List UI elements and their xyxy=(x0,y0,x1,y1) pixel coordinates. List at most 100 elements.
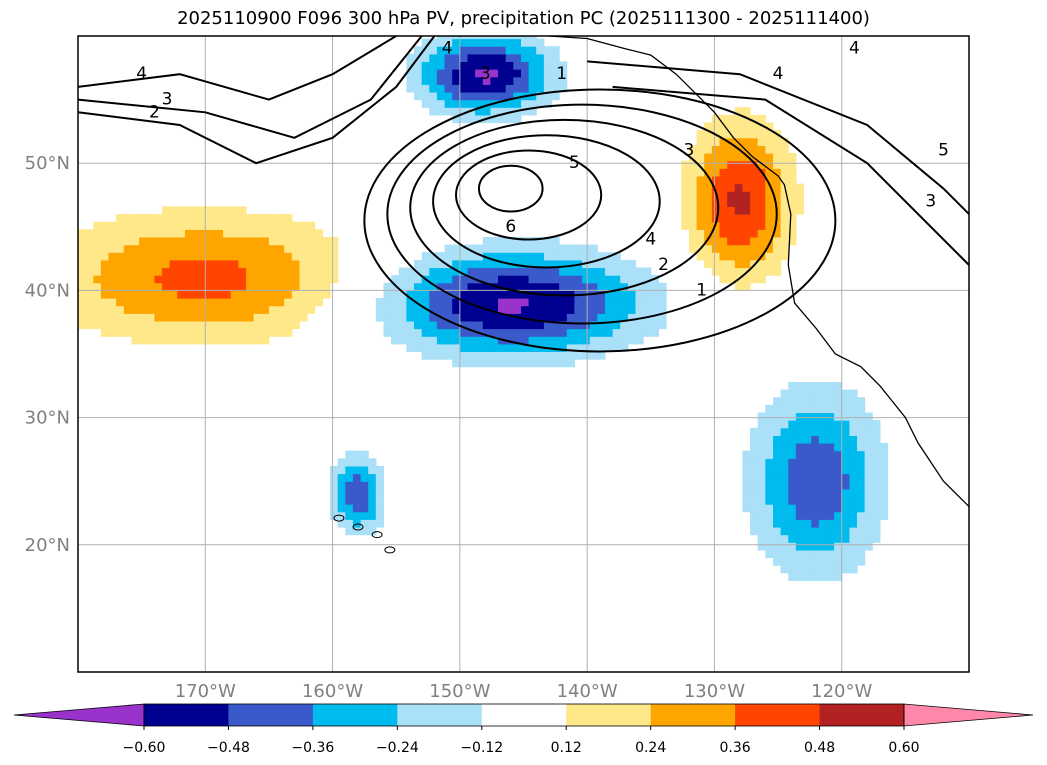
pc-cell xyxy=(574,275,583,284)
pc-cell xyxy=(398,282,407,291)
pc-cell xyxy=(780,252,789,261)
pc-cell xyxy=(795,527,805,536)
pc-cell xyxy=(223,336,232,345)
pc-cell xyxy=(589,351,598,360)
pc-cell xyxy=(268,214,278,223)
pc-cell xyxy=(223,221,232,230)
pc-cell xyxy=(253,320,262,330)
pc-cell xyxy=(200,237,209,246)
pc-cell xyxy=(719,267,728,276)
pc-cell xyxy=(184,336,194,345)
pc-cell xyxy=(559,320,568,330)
pc-cell xyxy=(444,336,453,345)
pc-cell xyxy=(184,328,194,337)
pc-cell xyxy=(268,328,278,337)
pc-cell xyxy=(612,252,621,261)
pc-cell xyxy=(711,145,721,154)
pc-cell xyxy=(795,450,805,459)
pc-cell xyxy=(490,267,499,276)
pc-cell xyxy=(803,565,812,574)
pc-cell xyxy=(184,290,194,299)
pc-cell xyxy=(543,351,553,360)
pc-cell xyxy=(635,313,644,322)
pc-cell xyxy=(711,237,721,246)
pc-cell xyxy=(513,237,522,246)
pc-cell xyxy=(841,473,850,482)
pc-cell xyxy=(452,107,461,116)
pc-cell xyxy=(146,275,155,284)
pc-cell xyxy=(475,252,484,261)
pc-cell xyxy=(536,237,545,246)
pc-cell xyxy=(605,282,614,291)
pc-cell xyxy=(750,473,759,482)
pc-cell xyxy=(528,252,537,261)
pc-cell xyxy=(543,237,553,246)
pv-contour-line xyxy=(77,35,397,101)
pc-cell xyxy=(246,244,255,253)
pc-cell xyxy=(864,450,873,459)
pc-cell xyxy=(261,320,270,330)
pc-cell xyxy=(192,229,201,238)
pc-cell xyxy=(849,458,858,467)
pc-cell xyxy=(93,244,102,253)
pc-cell xyxy=(834,481,843,490)
pc-cell xyxy=(421,328,430,337)
pc-cell xyxy=(215,320,224,330)
pc-cell xyxy=(429,313,438,322)
pc-cell xyxy=(498,298,507,307)
pc-cell xyxy=(597,290,606,299)
pc-cell xyxy=(162,282,171,291)
pc-cell xyxy=(696,137,705,146)
pc-cell xyxy=(475,336,484,345)
pc-cell xyxy=(711,244,721,253)
pc-cell xyxy=(253,267,262,276)
pc-cell xyxy=(826,511,835,520)
pc-cell xyxy=(834,404,843,414)
pc-cell xyxy=(444,275,453,284)
pc-cell xyxy=(238,259,247,269)
pc-cell xyxy=(116,320,125,330)
pc-cell xyxy=(566,320,575,330)
pc-cell xyxy=(482,298,491,307)
pc-cell xyxy=(574,252,583,261)
pc-cell xyxy=(123,237,132,246)
pc-cell xyxy=(750,175,759,185)
pc-cell xyxy=(314,237,323,246)
pc-cell xyxy=(734,221,743,230)
pc-cell xyxy=(643,298,652,307)
pc-cell xyxy=(116,313,125,322)
pc-cell xyxy=(574,313,583,322)
pc-cell xyxy=(490,313,499,322)
pc-cell xyxy=(773,183,782,192)
pc-cell xyxy=(116,267,125,276)
pc-cell xyxy=(689,214,698,223)
pc-cell xyxy=(765,191,774,200)
pc-cell xyxy=(200,328,209,337)
pc-cell xyxy=(284,237,293,246)
colorbar-segment xyxy=(566,704,652,726)
pc-cell xyxy=(719,145,728,154)
pc-cell xyxy=(841,496,850,505)
pc-cell xyxy=(177,298,186,307)
pc-cell xyxy=(711,198,721,207)
pc-cell xyxy=(742,244,751,253)
pc-cell xyxy=(727,267,736,276)
pc-cell xyxy=(719,160,728,169)
pc-cell xyxy=(620,275,629,284)
pv-contour-label: 4 xyxy=(849,39,860,59)
pc-cell xyxy=(513,69,522,78)
pc-cell xyxy=(414,343,423,352)
pc-cell xyxy=(711,168,721,177)
pc-cell xyxy=(253,259,262,269)
pc-cell xyxy=(337,465,346,475)
pc-cell xyxy=(742,175,751,185)
pc-cell xyxy=(307,282,316,291)
pc-cell xyxy=(521,252,530,261)
pc-cell xyxy=(253,282,262,291)
pc-cell xyxy=(635,320,644,330)
pc-cell xyxy=(146,282,155,291)
pc-cell xyxy=(459,76,469,85)
pc-cell xyxy=(574,282,583,291)
pc-cell xyxy=(620,267,629,276)
pc-cell xyxy=(597,343,606,352)
